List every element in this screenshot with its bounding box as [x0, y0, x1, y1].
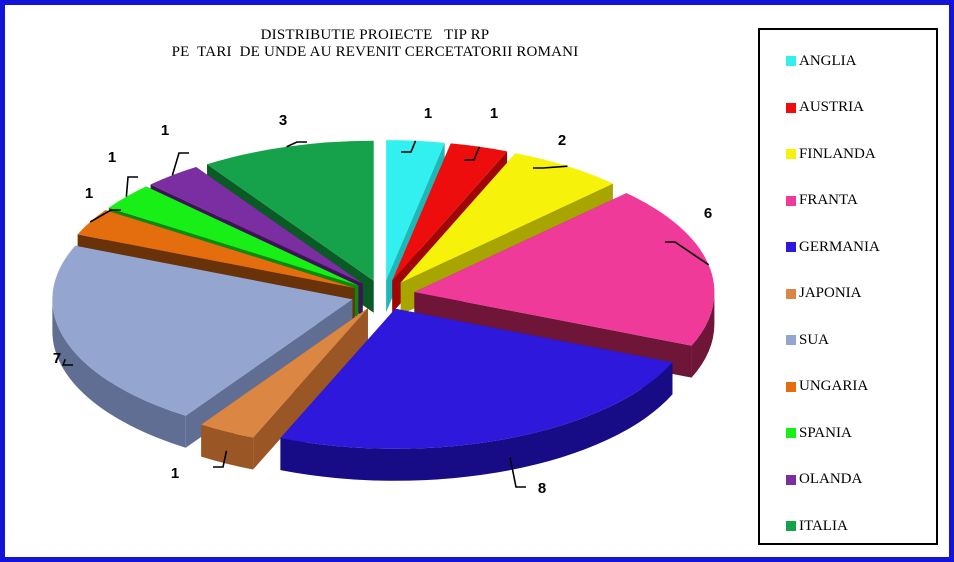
legend-swatch-japonia — [786, 288, 796, 299]
chart-title-line-2: PE TARI DE UNDE AU REVENIT CERCETATORII … — [171, 44, 579, 60]
chart-legend: ANGLIA AUSTRIA FINLANDA FRANTA GERMANIA JAPON… — [758, 28, 938, 545]
leader-line-sua — [61, 358, 73, 366]
legend-swatch-germania — [786, 242, 796, 252]
pie-slice-top-ungaria — [77, 210, 355, 288]
pie-slice-japonia — [201, 308, 368, 470]
data-label-franta: 6 — [704, 205, 712, 222]
pie-chart: 1 1 2 6 8 1 7 1 1 1 3 — [52, 105, 715, 497]
legend-label-finlanda: FINLANDA — [799, 145, 876, 162]
legend-item-franta: FRANTA — [786, 192, 858, 210]
legend-label-italia: ITALIA — [799, 517, 848, 534]
data-label-spania: 1 — [108, 149, 116, 166]
legend-label-anglia: ANGLIA — [799, 52, 857, 69]
legend-item-ungaria: UNGARIA — [786, 378, 868, 396]
legend-swatch-finlanda — [786, 149, 796, 159]
data-label-germania: 8 — [538, 480, 546, 497]
legend-item-finlanda: FINLANDA — [786, 145, 876, 163]
legend-label-olanda: OLANDA — [799, 471, 863, 487]
pie-slice-wall-franta — [691, 292, 715, 378]
leader-line-finlanda — [533, 165, 568, 169]
legend-item-japonia: JAPONIA — [786, 285, 862, 303]
legend-item-anglia: ANGLIA — [786, 52, 857, 70]
legend-label-japonia: JAPONIA — [799, 285, 862, 301]
pie-slice-top-austria — [392, 143, 508, 281]
pie-slice-wall-germania — [280, 362, 673, 481]
pie-slice-top-italia — [207, 140, 374, 281]
legend-swatch-spania — [786, 428, 796, 438]
data-label-olanda: 1 — [161, 122, 169, 139]
leader-line-japonia — [213, 450, 228, 468]
leader-line-italia — [286, 141, 307, 148]
leader-line-anglia — [401, 140, 417, 153]
leader-line-olanda — [171, 152, 189, 176]
pie-slice-wall-sua — [52, 299, 186, 448]
pie-slice-top-germania — [280, 308, 673, 449]
legend-item-sua: SUA — [786, 331, 829, 349]
legend-swatch-sua — [786, 335, 796, 345]
leader-line-ungaria — [89, 209, 121, 223]
pie-slice-top-olanda — [150, 167, 363, 284]
pie-slice-top-japonia — [201, 308, 368, 438]
leader-line-spania — [125, 176, 138, 197]
pie-slice-top-spania — [108, 186, 359, 286]
pie-slice-germania — [280, 308, 673, 481]
legend-swatch-anglia — [786, 56, 796, 66]
legend-item-spania: SPANIA — [786, 424, 852, 442]
data-label-italia: 3 — [279, 112, 287, 129]
legend-label-germania: GERMANIA — [799, 238, 880, 255]
pie-slice-top-sua — [52, 245, 353, 416]
legend-swatch-italia — [786, 521, 796, 531]
legend-label-sua: SUA — [799, 331, 830, 348]
leader-line-austria — [464, 146, 481, 161]
chart-frame: DISTRIBUTIE PROIECTE TIP RP PE TARI DE U… — [5, 5, 949, 557]
legend-swatch-austria — [786, 102, 796, 113]
legend-label-ungaria: UNGARIA — [799, 378, 869, 394]
data-label-anglia: 1 — [424, 105, 432, 122]
legend-item-germania: GERMANIA — [786, 238, 880, 256]
data-label-sua: 7 — [53, 350, 61, 367]
chart-title: DISTRIBUTIE PROIECTE TIP RP PE TARI DE U… — [45, 27, 705, 61]
legend-item-austria: AUSTRIA — [786, 99, 864, 117]
legend-item-italia: ITALIA — [786, 517, 848, 535]
legend-label-franta: FRANTA — [799, 192, 858, 208]
leader-line-franta — [665, 241, 710, 266]
pie-slice-wall-japonia — [201, 424, 254, 470]
legend-label-austria: AUSTRIA — [799, 99, 865, 115]
data-label-finlanda: 2 — [558, 132, 566, 149]
data-label-japonia: 1 — [171, 465, 179, 482]
pie-slice-sua — [52, 245, 353, 448]
legend-swatch-ungaria — [786, 381, 796, 392]
pie-slice-top-anglia — [386, 140, 445, 281]
legend-label-spania: SPANIA — [799, 424, 852, 441]
data-label-austria: 1 — [490, 105, 498, 122]
legend-swatch-olanda — [786, 474, 796, 485]
data-label-ungaria: 1 — [85, 185, 93, 202]
legend-swatch-franta — [786, 195, 796, 206]
leader-line-germania — [509, 457, 526, 488]
legend-item-olanda: OLANDA — [786, 471, 862, 489]
pie-slice-top-finlanda — [400, 153, 613, 283]
pie-slice-top-franta — [414, 193, 715, 346]
chart-title-line-1: DISTRIBUTIE PROIECTE TIP RP — [260, 27, 490, 43]
